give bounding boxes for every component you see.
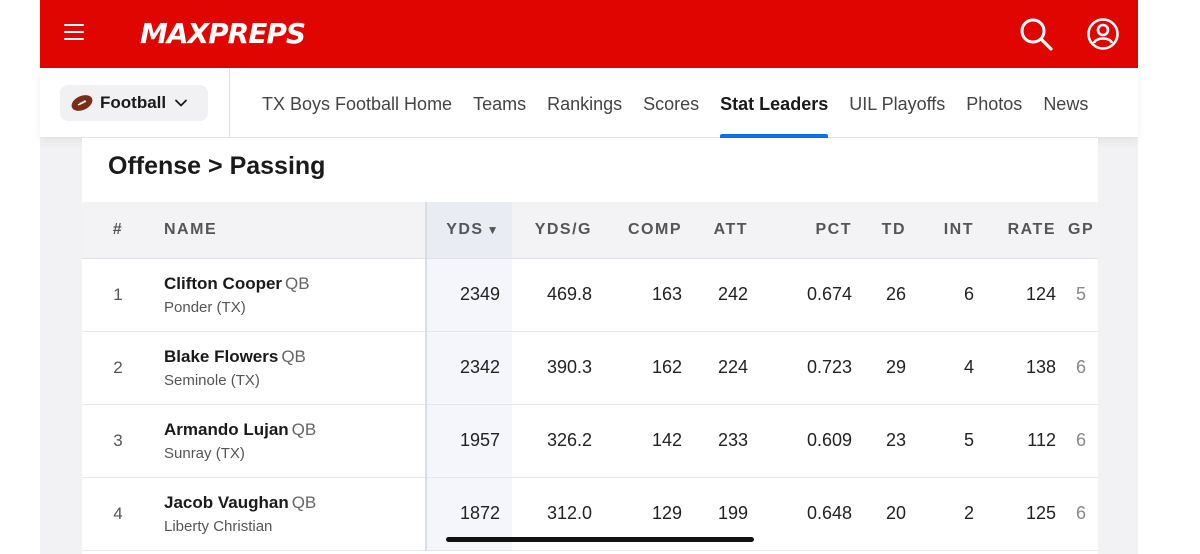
- td-cell: 26: [864, 258, 918, 332]
- rank-cell: 3: [82, 404, 154, 478]
- td-cell: 29: [864, 331, 918, 405]
- table-header-row: # NAME YDS ▼ YDS/G COMP ATT PCT TD INT RA…: [82, 202, 1098, 259]
- rate-cell: 112: [986, 404, 1068, 478]
- att-cell: 233: [694, 404, 760, 478]
- nav-link-photos[interactable]: Photos: [966, 94, 1023, 114]
- sort-descending-icon: ▼: [486, 222, 500, 237]
- player-cell: Blake Flowers QB Seminole (TX): [154, 331, 427, 405]
- nav-link-stat-leaders[interactable]: Stat Leaders: [720, 68, 829, 138]
- player-cell: Clifton Cooper QB Ponder (TX): [154, 258, 427, 332]
- column-header-name[interactable]: NAME: [154, 202, 427, 259]
- player-name-link[interactable]: Blake Flowers: [164, 347, 279, 366]
- column-header-pct[interactable]: PCT: [760, 202, 864, 259]
- football-icon: [71, 95, 93, 111]
- nav-link-home[interactable]: TX Boys Football Home: [262, 94, 453, 114]
- td-cell: 20: [864, 477, 918, 551]
- td-cell: 23: [864, 404, 918, 478]
- att-cell: 224: [694, 331, 760, 405]
- pct-cell: 0.723: [760, 331, 864, 405]
- sport-selector[interactable]: Football: [60, 85, 208, 121]
- nav-link-rankings[interactable]: Rankings: [547, 94, 623, 114]
- att-cell: 242: [694, 258, 760, 332]
- player-cell: Jacob Vaughan QB Liberty Christian: [154, 477, 427, 551]
- account-icon[interactable]: [1085, 16, 1121, 52]
- yds-cell: 2349: [426, 258, 512, 332]
- top-header: MAXPREPS: [40, 0, 1138, 68]
- rank-cell: 1: [82, 258, 154, 332]
- column-header-yds-label: YDS: [446, 220, 484, 238]
- column-header-rate[interactable]: RATE: [986, 202, 1068, 259]
- nav-link-news[interactable]: News: [1043, 94, 1089, 114]
- passing-leaders-table: # NAME YDS ▼ YDS/G COMP ATT PCT TD INT RA…: [82, 202, 1098, 551]
- player-position: QB: [291, 420, 317, 439]
- player-position: QB: [285, 274, 310, 293]
- search-icon[interactable]: [1018, 16, 1054, 52]
- chevron-down-icon: [175, 99, 188, 107]
- rate-cell: 138: [986, 331, 1068, 405]
- yds-per-game-cell: 390.3: [512, 331, 604, 405]
- pct-cell: 0.648: [760, 477, 864, 551]
- player-cell: Armando Lujan QB Sunray (TX): [154, 404, 427, 478]
- column-header-int[interactable]: INT: [918, 202, 986, 259]
- sport-navigation: Football TX Boys Football Home Teams Ran…: [40, 68, 1138, 138]
- school-link[interactable]: Seminole (TX): [164, 372, 260, 389]
- int-cell: 4: [918, 331, 986, 405]
- column-header-comp[interactable]: COMP: [604, 202, 694, 259]
- section-title: Offense > Passing: [108, 152, 326, 180]
- rank-cell: 4: [82, 477, 154, 551]
- int-cell: 5: [918, 404, 986, 478]
- gp-cell: 6: [1068, 477, 1098, 551]
- nav-divider: [229, 68, 230, 137]
- yds-per-game-cell: 326.2: [512, 404, 604, 478]
- column-header-gp[interactable]: GP: [1068, 202, 1098, 259]
- column-header-yds-per-game[interactable]: YDS/G: [512, 202, 604, 259]
- comp-cell: 163: [604, 258, 694, 332]
- home-indicator-bar[interactable]: [446, 537, 754, 542]
- stat-leaders-card: Offense > Passing # NAME YDS ▼ YDS/G COMP…: [82, 138, 1098, 554]
- comp-cell: 142: [604, 404, 694, 478]
- yds-cell: 1872: [426, 477, 512, 551]
- column-header-yds[interactable]: YDS ▼: [426, 202, 512, 259]
- nav-link-scores[interactable]: Scores: [643, 94, 700, 114]
- hamburger-menu-icon[interactable]: [64, 24, 84, 44]
- column-header-att[interactable]: ATT: [694, 202, 760, 259]
- pct-cell: 0.674: [760, 258, 864, 332]
- player-position: QB: [291, 493, 317, 512]
- int-cell: 6: [918, 258, 986, 332]
- page-frame: MAXPREPS Football TX Boy: [40, 0, 1138, 554]
- pct-cell: 0.609: [760, 404, 864, 478]
- school-link[interactable]: Sunray (TX): [164, 445, 245, 462]
- player-name-link[interactable]: Clifton Cooper: [164, 274, 283, 293]
- gp-cell: 6: [1068, 404, 1098, 478]
- comp-cell: 162: [604, 331, 694, 405]
- nav-links: TX Boys Football Home Teams Rankings Sco…: [262, 68, 1109, 138]
- nav-link-teams[interactable]: Teams: [473, 94, 527, 114]
- column-header-rank[interactable]: #: [82, 202, 154, 259]
- rate-cell: 124: [986, 258, 1068, 332]
- table-row: 1 Clifton Cooper QB Ponder (TX) 2349 469.…: [82, 258, 1098, 332]
- gp-cell: 6: [1068, 331, 1098, 405]
- column-header-td[interactable]: TD: [864, 202, 918, 259]
- yds-cell: 2342: [426, 331, 512, 405]
- school-link[interactable]: Liberty Christian: [164, 518, 273, 535]
- yds-per-game-cell: 469.8: [512, 258, 604, 332]
- table-row: 2 Blake Flowers QB Seminole (TX) 2342 390…: [82, 331, 1098, 405]
- int-cell: 2: [918, 477, 986, 551]
- yds-cell: 1957: [426, 404, 512, 478]
- gp-cell: 5: [1068, 258, 1098, 332]
- player-position: QB: [281, 347, 306, 366]
- nav-link-uil-playoffs[interactable]: UIL Playoffs: [849, 94, 946, 114]
- maxpreps-logo[interactable]: MAXPREPS: [140, 17, 306, 50]
- table-row: 3 Armando Lujan QB Sunray (TX) 1957 326.2…: [82, 404, 1098, 478]
- player-name-link[interactable]: Jacob Vaughan: [164, 493, 289, 512]
- school-link[interactable]: Ponder (TX): [164, 299, 246, 316]
- table-row: 4 Jacob Vaughan QB Liberty Christian 1872…: [82, 477, 1098, 551]
- sport-selector-label: Football: [100, 93, 167, 112]
- rate-cell: 125: [986, 477, 1068, 551]
- player-name-link[interactable]: Armando Lujan: [164, 420, 289, 439]
- rank-cell: 2: [82, 331, 154, 405]
